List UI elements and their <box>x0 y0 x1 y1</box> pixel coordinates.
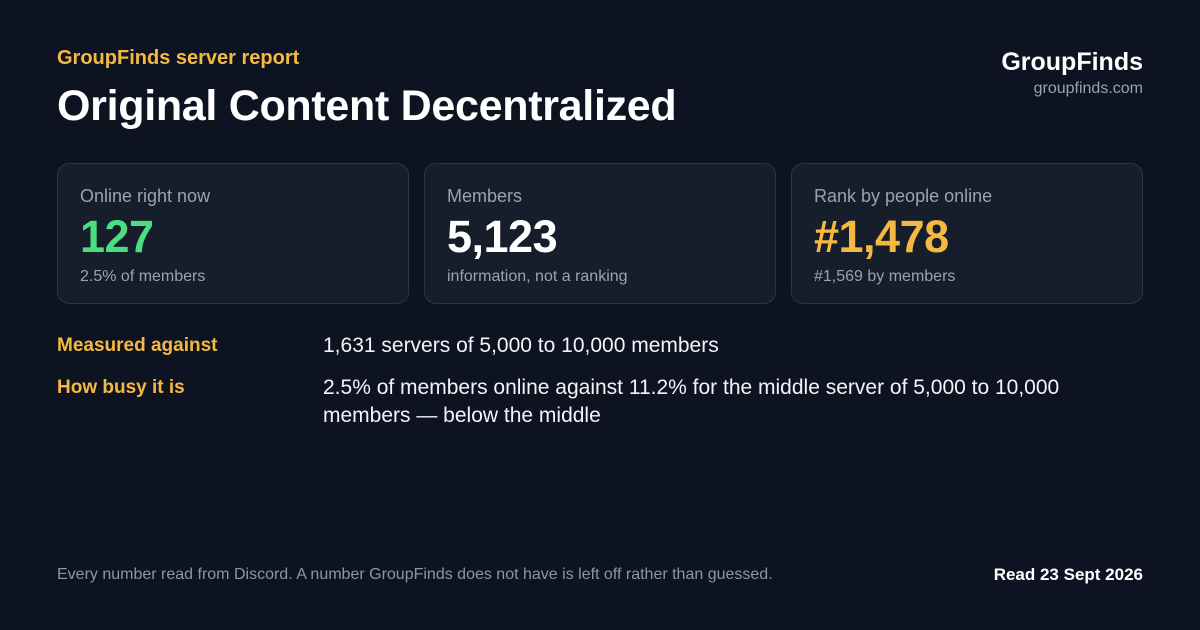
stat-value: 127 <box>80 211 154 262</box>
read-date: Read 23 Sept 2026 <box>993 565 1143 584</box>
footer: Every number read from Discord. A number… <box>57 563 1143 587</box>
stat-sub: 2.5% of members <box>80 268 206 285</box>
fact-label: How busy it is <box>57 377 185 398</box>
stat-sub: information, not a ranking <box>447 268 628 285</box>
fact-text: 2.5% of members online against 11.2% for… <box>323 376 1060 427</box>
fact-row-how-busy: How busy it is 2.5% of members online ag… <box>57 374 1143 430</box>
stat-card-online: Online right now 127 2.5% of members <box>57 163 409 304</box>
fact-row-measured-against: Measured against 1,631 servers of 5,000 … <box>57 332 1143 360</box>
title-block: GroupFinds server report Original Conten… <box>57 44 677 134</box>
fact-text: 1,631 servers of 5,000 to 10,000 members <box>323 334 719 357</box>
brand-name: GroupFinds <box>1001 48 1143 76</box>
stat-label: Members <box>447 186 523 206</box>
stat-sub: #1,569 by members <box>814 268 956 285</box>
footer-note: Every number read from Discord. A number… <box>57 566 773 583</box>
stat-label: Online right now <box>80 186 211 206</box>
stat-cards: Online right now 127 2.5% of members Mem… <box>57 163 1143 304</box>
server-title: Original Content Decentralized <box>57 82 677 130</box>
stat-card-members: Members 5,123 information, not a ranking <box>424 163 776 304</box>
stat-label: Rank by people online <box>814 186 993 206</box>
brand-block: GroupFinds groupfinds.com <box>1001 44 1143 100</box>
facts-list: Measured against 1,631 servers of 5,000 … <box>57 332 1143 430</box>
stat-value: #1,478 <box>814 211 949 262</box>
report-kicker: GroupFinds server report <box>57 47 300 69</box>
header: GroupFinds server report Original Conten… <box>57 44 1143 134</box>
brand-url: groupfinds.com <box>1033 80 1143 97</box>
stat-value: 5,123 <box>447 211 558 262</box>
stat-card-rank: Rank by people online #1,478 #1,569 by m… <box>791 163 1143 304</box>
fact-label: Measured against <box>57 335 218 356</box>
